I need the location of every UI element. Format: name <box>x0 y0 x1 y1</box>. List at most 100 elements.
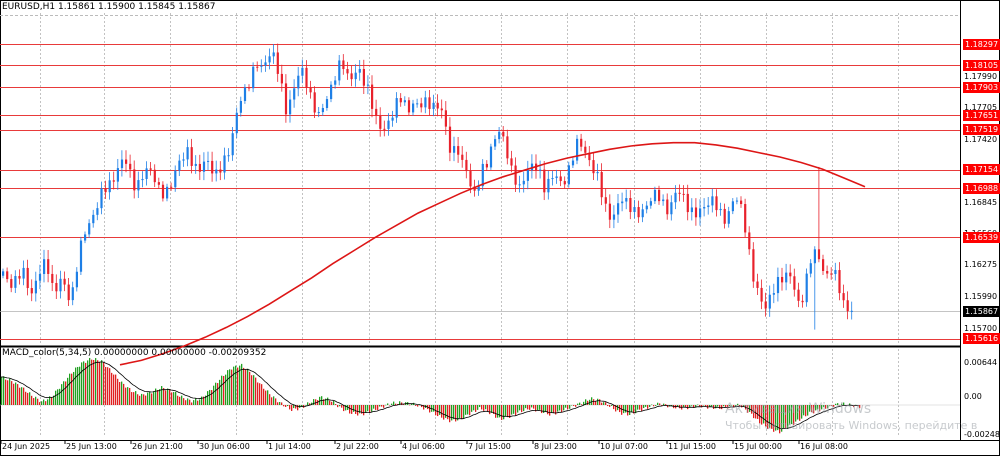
macd-bar <box>483 405 485 411</box>
macd-bar <box>337 405 339 408</box>
macd-bar <box>243 367 245 405</box>
macd-bar <box>789 405 791 425</box>
candle-body <box>461 154 464 160</box>
candle-body <box>260 65 263 67</box>
candle-body <box>186 147 189 160</box>
macd-bar <box>629 405 631 415</box>
candle-body <box>735 200 739 202</box>
macd-bar <box>159 389 161 405</box>
macd-bar <box>581 404 583 405</box>
candle-body <box>465 159 468 172</box>
macd-bar <box>593 399 595 405</box>
candle-body <box>592 160 595 174</box>
macd-bar <box>437 405 439 417</box>
macd-bar <box>511 405 513 415</box>
macd-bar <box>215 382 217 405</box>
macd-bar <box>695 405 697 408</box>
macd-bar <box>547 405 549 415</box>
candle-body <box>268 56 271 63</box>
macd-bar <box>627 405 629 416</box>
candle-body <box>18 276 21 279</box>
candle-body <box>235 112 238 134</box>
candle-body <box>293 88 296 100</box>
time-axis-label: 16 Jul 08:00 <box>800 442 848 451</box>
macd-bar <box>115 374 117 405</box>
macd-bar <box>17 384 19 405</box>
macd-bar <box>365 405 367 413</box>
macd-bar <box>213 385 215 405</box>
macd-bar <box>793 405 795 425</box>
macd-bar <box>301 405 303 407</box>
macd-bar <box>799 405 801 421</box>
macd-bar <box>151 393 153 405</box>
time-axis-label: 24 Jun 2025 <box>2 442 51 451</box>
macd-bar <box>209 389 211 405</box>
candle-body <box>137 180 140 191</box>
candle-body <box>79 240 83 272</box>
macd-bar <box>245 369 247 405</box>
candle-body <box>756 281 759 288</box>
candle-body <box>346 69 349 74</box>
candle-body <box>14 276 17 288</box>
candle-body <box>104 188 107 193</box>
macd-bar <box>193 400 195 405</box>
macd-bar <box>479 405 481 408</box>
macd-bar <box>457 405 459 421</box>
candle-body <box>297 75 300 89</box>
candle-body <box>108 180 111 193</box>
macd-bar <box>727 405 729 409</box>
macd-bar <box>9 378 11 405</box>
macd-bar <box>95 358 97 405</box>
macd-bar <box>761 405 763 425</box>
candle-body <box>674 192 677 203</box>
candle-body <box>772 293 775 295</box>
macd-bar <box>353 405 355 412</box>
candle-body <box>211 160 214 174</box>
candle-body <box>96 208 99 215</box>
macd-bar <box>125 387 127 405</box>
macd-bar <box>255 377 257 405</box>
candle-body <box>473 186 476 191</box>
macd-bar <box>491 405 493 413</box>
macd-bar <box>145 395 147 405</box>
macd-bar <box>417 405 419 407</box>
candle-body <box>383 128 386 130</box>
macd-bar <box>653 405 655 407</box>
candle-body <box>707 205 710 208</box>
macd-bar <box>225 374 227 405</box>
macd-bar <box>409 404 411 406</box>
macd-bar <box>369 405 371 414</box>
macd-bar <box>333 400 335 405</box>
candle-body <box>641 209 644 218</box>
macd-bar <box>665 404 667 405</box>
macd-bar <box>611 405 613 406</box>
candle-body <box>141 178 144 181</box>
candle-body <box>481 163 484 187</box>
macd-bar <box>367 405 369 412</box>
candle-body <box>608 203 611 220</box>
macd-bar <box>169 389 171 405</box>
macd-bar <box>615 405 617 412</box>
symbol-header: EURUSD,H1 1.15861 1.15900 1.15845 1.1586… <box>2 2 216 12</box>
macd-bar <box>715 405 717 409</box>
macd-bar <box>175 391 177 405</box>
macd-bar <box>497 405 499 418</box>
macd-bar <box>61 384 63 405</box>
candle-body <box>653 189 657 202</box>
macd-bar <box>723 405 725 407</box>
macd-bar <box>325 398 327 405</box>
candle-body <box>457 146 460 155</box>
macd-bar <box>287 405 289 407</box>
macd-bar <box>647 405 649 409</box>
macd-bar <box>31 395 33 405</box>
candle-body <box>543 169 546 193</box>
macd-bar <box>477 405 479 410</box>
candle-body <box>387 120 390 129</box>
price-level-label: 1.16988 <box>963 182 1000 194</box>
macd-bar <box>223 376 225 405</box>
candle-body <box>436 102 439 109</box>
candle-body <box>637 207 640 218</box>
macd-bar <box>89 357 91 405</box>
macd-bar <box>453 405 455 420</box>
